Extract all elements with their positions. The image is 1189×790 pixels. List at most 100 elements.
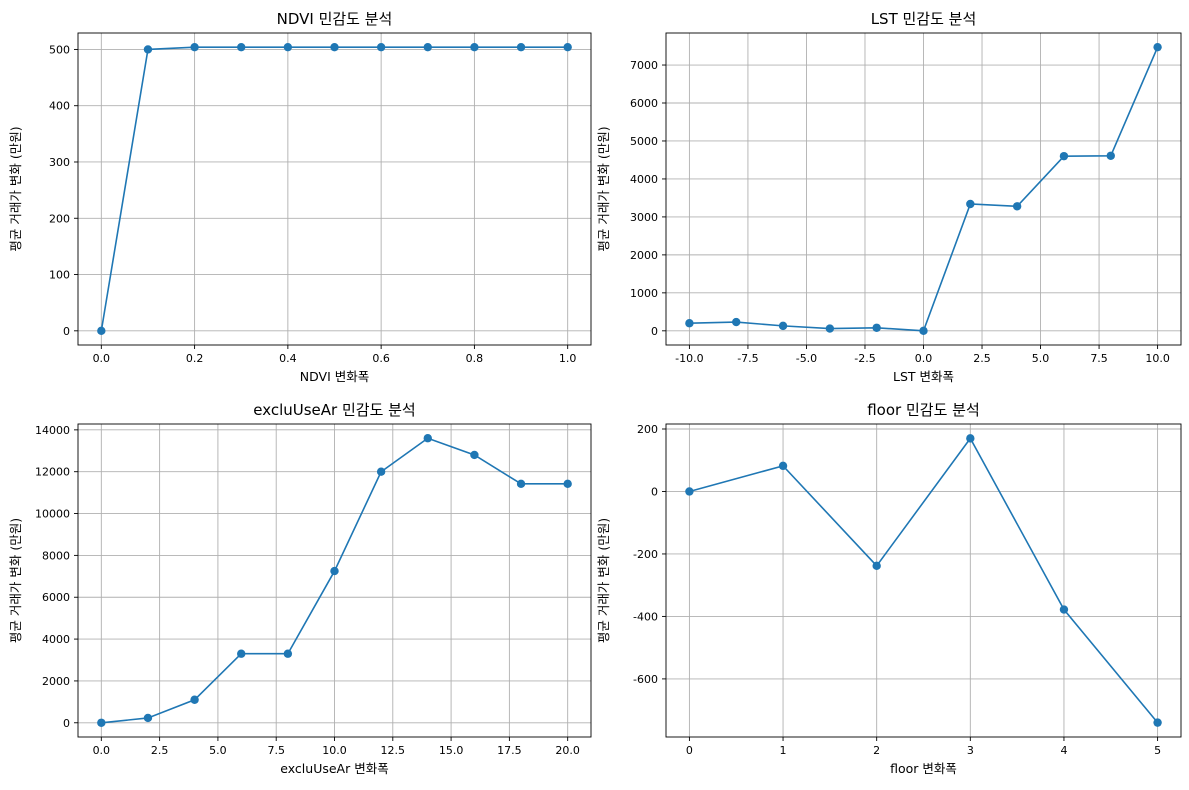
x-tick-label: 10.0 — [322, 744, 347, 757]
y-tick-label: 14000 — [35, 424, 70, 437]
x-tick-label: 5.0 — [1032, 352, 1050, 365]
subplot-3: 0.0 2.5 5.0 7.5 10.0 12.5 15.0 17.5 20.0 0 2000 400… — [8, 401, 592, 776]
subplot-4: 0 1 2 3 4 5 -600 -400 -200 0 200 floor 민감도 분석 floor … — [596, 401, 1182, 776]
grid — [78, 424, 591, 737]
data-point — [143, 713, 153, 723]
x-tick-label: 2.5 — [151, 744, 169, 757]
grid — [666, 33, 1181, 345]
grid — [78, 33, 591, 345]
chart-title: LST 민감도 분석 — [871, 10, 977, 28]
y-tick-label: 0 — [651, 325, 658, 338]
x-axis-label: excluUseAr 변화폭 — [280, 761, 388, 776]
y-tick-label: 0 — [651, 485, 658, 498]
x-tick-label: 2 — [873, 744, 880, 757]
y-tick-label: 100 — [49, 269, 70, 282]
x-tick-label: 12.5 — [381, 744, 406, 757]
data-point — [872, 561, 881, 571]
y-tick-label: 6000 — [42, 591, 70, 604]
data-point — [563, 479, 572, 489]
y-axis-label: 평균 거래가 변화 (만원) — [8, 518, 23, 643]
x-tick-label: 0 — [686, 744, 693, 757]
data-point — [330, 42, 339, 52]
plot-frame — [77, 423, 592, 738]
x-tick-label: 2.5 — [973, 352, 991, 365]
y-tick-label: 300 — [49, 156, 70, 169]
data-point — [919, 326, 928, 336]
data-point — [1059, 605, 1069, 614]
x-tick-label: 0.6 — [372, 352, 390, 365]
series-line — [689, 436, 1159, 724]
y-tick-label: -600 — [633, 673, 658, 686]
data-point — [825, 324, 835, 333]
x-tick-label: 3 — [967, 744, 974, 757]
x-tick-label: 0.0 — [915, 352, 933, 365]
chart-title: excluUseAr 민감도 분석 — [253, 401, 416, 419]
x-tick-label: 0.4 — [279, 352, 297, 365]
plot-frame — [665, 32, 1182, 346]
x-tick-label: 0.2 — [186, 352, 204, 365]
data-point — [966, 199, 975, 209]
y-tick-label: 8000 — [42, 549, 70, 562]
data-point — [97, 718, 106, 727]
data-point — [778, 461, 788, 471]
y-tick-label: 200 — [637, 423, 658, 436]
data-point — [563, 42, 572, 52]
y-axis-label: 평균 거래가 변화 (만원) — [596, 518, 611, 643]
y-tick-label: 4000 — [630, 173, 658, 186]
x-tick-label: -2.5 — [854, 352, 875, 365]
y-tick-label: 2000 — [630, 249, 658, 262]
plot-frame — [665, 423, 1182, 738]
data-point — [376, 42, 386, 52]
data-point — [872, 323, 881, 332]
chart-title: NDVI 민감도 분석 — [277, 10, 393, 28]
y-tick-label: 500 — [49, 43, 70, 56]
data-point — [470, 450, 479, 460]
x-axis-label: LST 변화폭 — [893, 369, 954, 384]
x-tick-label: -7.5 — [737, 352, 758, 365]
x-tick-label: 0.8 — [466, 352, 484, 365]
grid — [666, 424, 1181, 737]
x-axis-label: floor 변화폭 — [890, 761, 957, 776]
y-tick-label: 200 — [49, 212, 70, 225]
data-point — [516, 479, 526, 489]
subplot-2: -10.0 -7.5 -5.0 -2.5 0.0 2.5 5.0 7.5 10.0 0 1000 20… — [596, 10, 1182, 384]
y-tick-label: 6000 — [630, 97, 658, 110]
y-tick-label: -200 — [633, 548, 658, 561]
x-tick-label: 7.5 — [1090, 352, 1108, 365]
y-tick-label: 5000 — [630, 135, 658, 148]
data-point — [470, 42, 479, 52]
y-tick-label: 12000 — [35, 466, 70, 479]
y-tick-label: 2000 — [42, 675, 70, 688]
data-point — [685, 319, 694, 328]
chart-title: floor 민감도 분석 — [867, 401, 980, 419]
subplot-1: 0.0 0.2 0.4 0.6 0.8 1.0 0 100 200 300 400 500 NDVI 민… — [8, 10, 592, 384]
data-point — [237, 42, 246, 52]
y-tick-label: 0 — [63, 325, 70, 338]
y-tick-label: 3000 — [630, 211, 658, 224]
y-axis-label: 평균 거래가 변화 (만원) — [8, 126, 23, 251]
data-point — [283, 42, 293, 52]
data-point — [376, 467, 386, 476]
data-point — [283, 649, 293, 658]
x-tick-label: 17.5 — [497, 744, 522, 757]
x-tick-label: 5 — [1154, 744, 1161, 757]
x-tick-label: 15.0 — [439, 744, 464, 757]
x-tick-label: 4 — [1060, 744, 1067, 757]
data-point — [1153, 42, 1162, 52]
x-tick-label: 5.0 — [209, 744, 227, 757]
x-tick-label: 0.0 — [93, 352, 111, 365]
y-tick-label: 0 — [63, 717, 70, 730]
x-tick-label: 1.0 — [559, 352, 577, 365]
data-point — [732, 317, 741, 327]
x-tick-label: -5.0 — [796, 352, 817, 365]
x-tick-label: -10.0 — [675, 352, 703, 365]
x-tick-label: 0.0 — [93, 744, 111, 757]
plot-frame — [77, 32, 592, 346]
data-point — [966, 434, 975, 443]
x-tick-label: 20.0 — [555, 744, 580, 757]
data-point — [1153, 718, 1162, 727]
data-point — [1106, 151, 1115, 160]
x-tick-label: 1 — [780, 744, 787, 757]
data-point — [190, 695, 199, 704]
